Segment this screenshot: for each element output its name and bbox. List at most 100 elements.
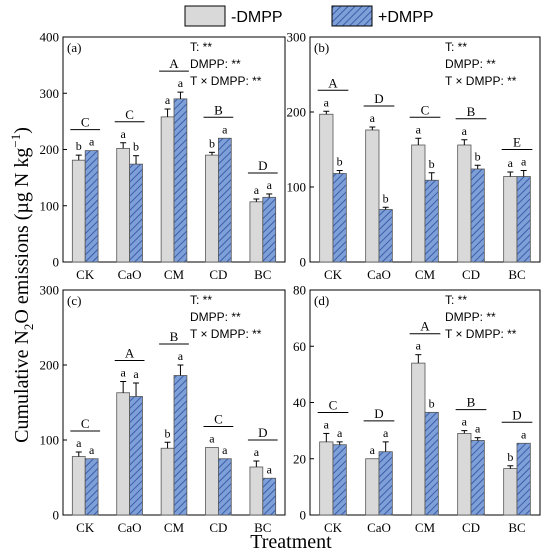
x-tick-label: CD bbox=[209, 520, 227, 535]
significance-letter: b bbox=[429, 396, 435, 410]
stats-annotation: DMPP: ** bbox=[445, 310, 496, 324]
panel-label: (a) bbox=[67, 40, 81, 55]
bar bbox=[160, 116, 175, 263]
bar bbox=[71, 456, 86, 516]
x-tick-label: CK bbox=[76, 267, 95, 282]
bar bbox=[516, 176, 531, 263]
significance-letter: b bbox=[133, 140, 139, 154]
stats-annotation: T × DMPP: ** bbox=[445, 327, 517, 341]
bar bbox=[332, 173, 347, 263]
panel-label: (d) bbox=[314, 293, 329, 308]
significance-letter: a bbox=[120, 366, 126, 380]
chart-panel: 0 100 200 300 (b) T: ** DMPP: ** T × DMPP: ** CK… bbox=[287, 30, 541, 282]
significance-letter: a bbox=[178, 349, 184, 363]
legend-label-plus-dmpp: +DMPP bbox=[378, 9, 434, 26]
bar bbox=[424, 179, 439, 263]
significance-letter: b bbox=[383, 191, 389, 205]
y-tick-label: 300 bbox=[40, 86, 60, 101]
group-letter: C bbox=[214, 412, 223, 427]
legend-swatch-plus-dmpp bbox=[331, 5, 373, 27]
significance-letter: a bbox=[324, 95, 330, 109]
group-letter: A bbox=[420, 319, 430, 334]
bar bbox=[249, 201, 264, 263]
significance-letter: a bbox=[89, 135, 95, 149]
significance-letter: b bbox=[165, 426, 171, 440]
x-tick-label: BC bbox=[508, 267, 525, 282]
x-tick-label: CK bbox=[324, 520, 343, 535]
x-tick-label: BC bbox=[254, 267, 271, 282]
bar bbox=[217, 137, 232, 263]
group-letter: C bbox=[329, 397, 338, 412]
bar bbox=[424, 411, 439, 516]
bar bbox=[378, 209, 393, 263]
significance-letter: a bbox=[521, 155, 527, 169]
group-letter: E bbox=[513, 135, 521, 150]
group-letter: D bbox=[258, 425, 267, 440]
stats-annotation: T: ** bbox=[190, 40, 212, 54]
significance-letter: a bbox=[416, 122, 422, 136]
stats-annotation: T: ** bbox=[445, 293, 467, 307]
significance-letter: a bbox=[89, 443, 95, 457]
chart-panel: 0 100 200 300 400 (a) T: ** DMPP: ** T × DMPP: *… bbox=[40, 30, 286, 282]
chart-panel: 0 20 40 60 80 (d) T: ** DMPP: ** T × DMPP: ** CK a… bbox=[293, 283, 541, 535]
bar bbox=[503, 176, 518, 263]
y-tick-label: 100 bbox=[40, 198, 60, 213]
bar bbox=[205, 447, 219, 516]
y-axis-title: Cumulative N2O emissions (µg N kg−1) bbox=[8, 127, 36, 443]
significance-letter: a bbox=[475, 422, 481, 436]
group-letter: B bbox=[467, 104, 476, 119]
y-tick-label: 400 bbox=[40, 30, 60, 45]
bar bbox=[71, 159, 86, 263]
x-tick-label: BC bbox=[508, 520, 525, 535]
group-letter: D bbox=[374, 406, 383, 421]
x-tick-label: CD bbox=[209, 267, 227, 282]
bar bbox=[84, 150, 99, 263]
y-tick-label: 60 bbox=[293, 339, 306, 354]
bar bbox=[411, 362, 426, 516]
bar bbox=[365, 129, 380, 263]
bar bbox=[173, 375, 188, 516]
significance-letter: a bbox=[222, 443, 228, 457]
significance-letter: a bbox=[267, 462, 273, 476]
x-tick-label: CM bbox=[164, 520, 185, 535]
significance-letter: a bbox=[254, 445, 260, 459]
bar bbox=[332, 444, 347, 516]
bar bbox=[470, 168, 485, 263]
x-tick-label: CaO bbox=[118, 267, 142, 282]
group-letter: B bbox=[467, 395, 476, 410]
significance-letter: a bbox=[416, 339, 422, 353]
stats-annotation: T: ** bbox=[190, 293, 212, 307]
group-letter: A bbox=[125, 346, 135, 361]
group-letter: C bbox=[81, 115, 90, 130]
y-tick-label: 0 bbox=[300, 508, 307, 523]
stats-annotation: DMPP: ** bbox=[445, 57, 496, 71]
significance-letter: a bbox=[521, 427, 527, 441]
x-tick-label: CM bbox=[415, 520, 436, 535]
group-letter: C bbox=[125, 107, 134, 122]
bar bbox=[84, 458, 99, 516]
significance-letter: a bbox=[209, 432, 215, 446]
bar bbox=[457, 144, 472, 263]
x-axis-title: Treatment bbox=[250, 531, 332, 553]
group-letter: C bbox=[81, 416, 90, 431]
bar bbox=[319, 441, 334, 516]
significance-letter: a bbox=[222, 122, 228, 136]
significance-letter: a bbox=[120, 127, 126, 141]
bar bbox=[129, 396, 143, 516]
panel-label: (b) bbox=[314, 40, 329, 55]
bar bbox=[249, 466, 264, 516]
significance-letter: b bbox=[429, 157, 435, 171]
x-tick-label: CK bbox=[324, 267, 343, 282]
bar bbox=[217, 458, 232, 516]
group-letter: D bbox=[374, 91, 383, 106]
significance-letter: a bbox=[383, 426, 389, 440]
bar bbox=[173, 98, 188, 263]
significance-letter: a bbox=[178, 76, 184, 90]
y-tick-label: 40 bbox=[293, 395, 306, 410]
stats-annotation: DMPP: ** bbox=[190, 57, 241, 71]
significance-letter: b bbox=[337, 155, 343, 169]
x-tick-label: CaO bbox=[367, 267, 391, 282]
y-tick-label: 300 bbox=[40, 283, 60, 298]
significance-letter: a bbox=[370, 111, 376, 125]
